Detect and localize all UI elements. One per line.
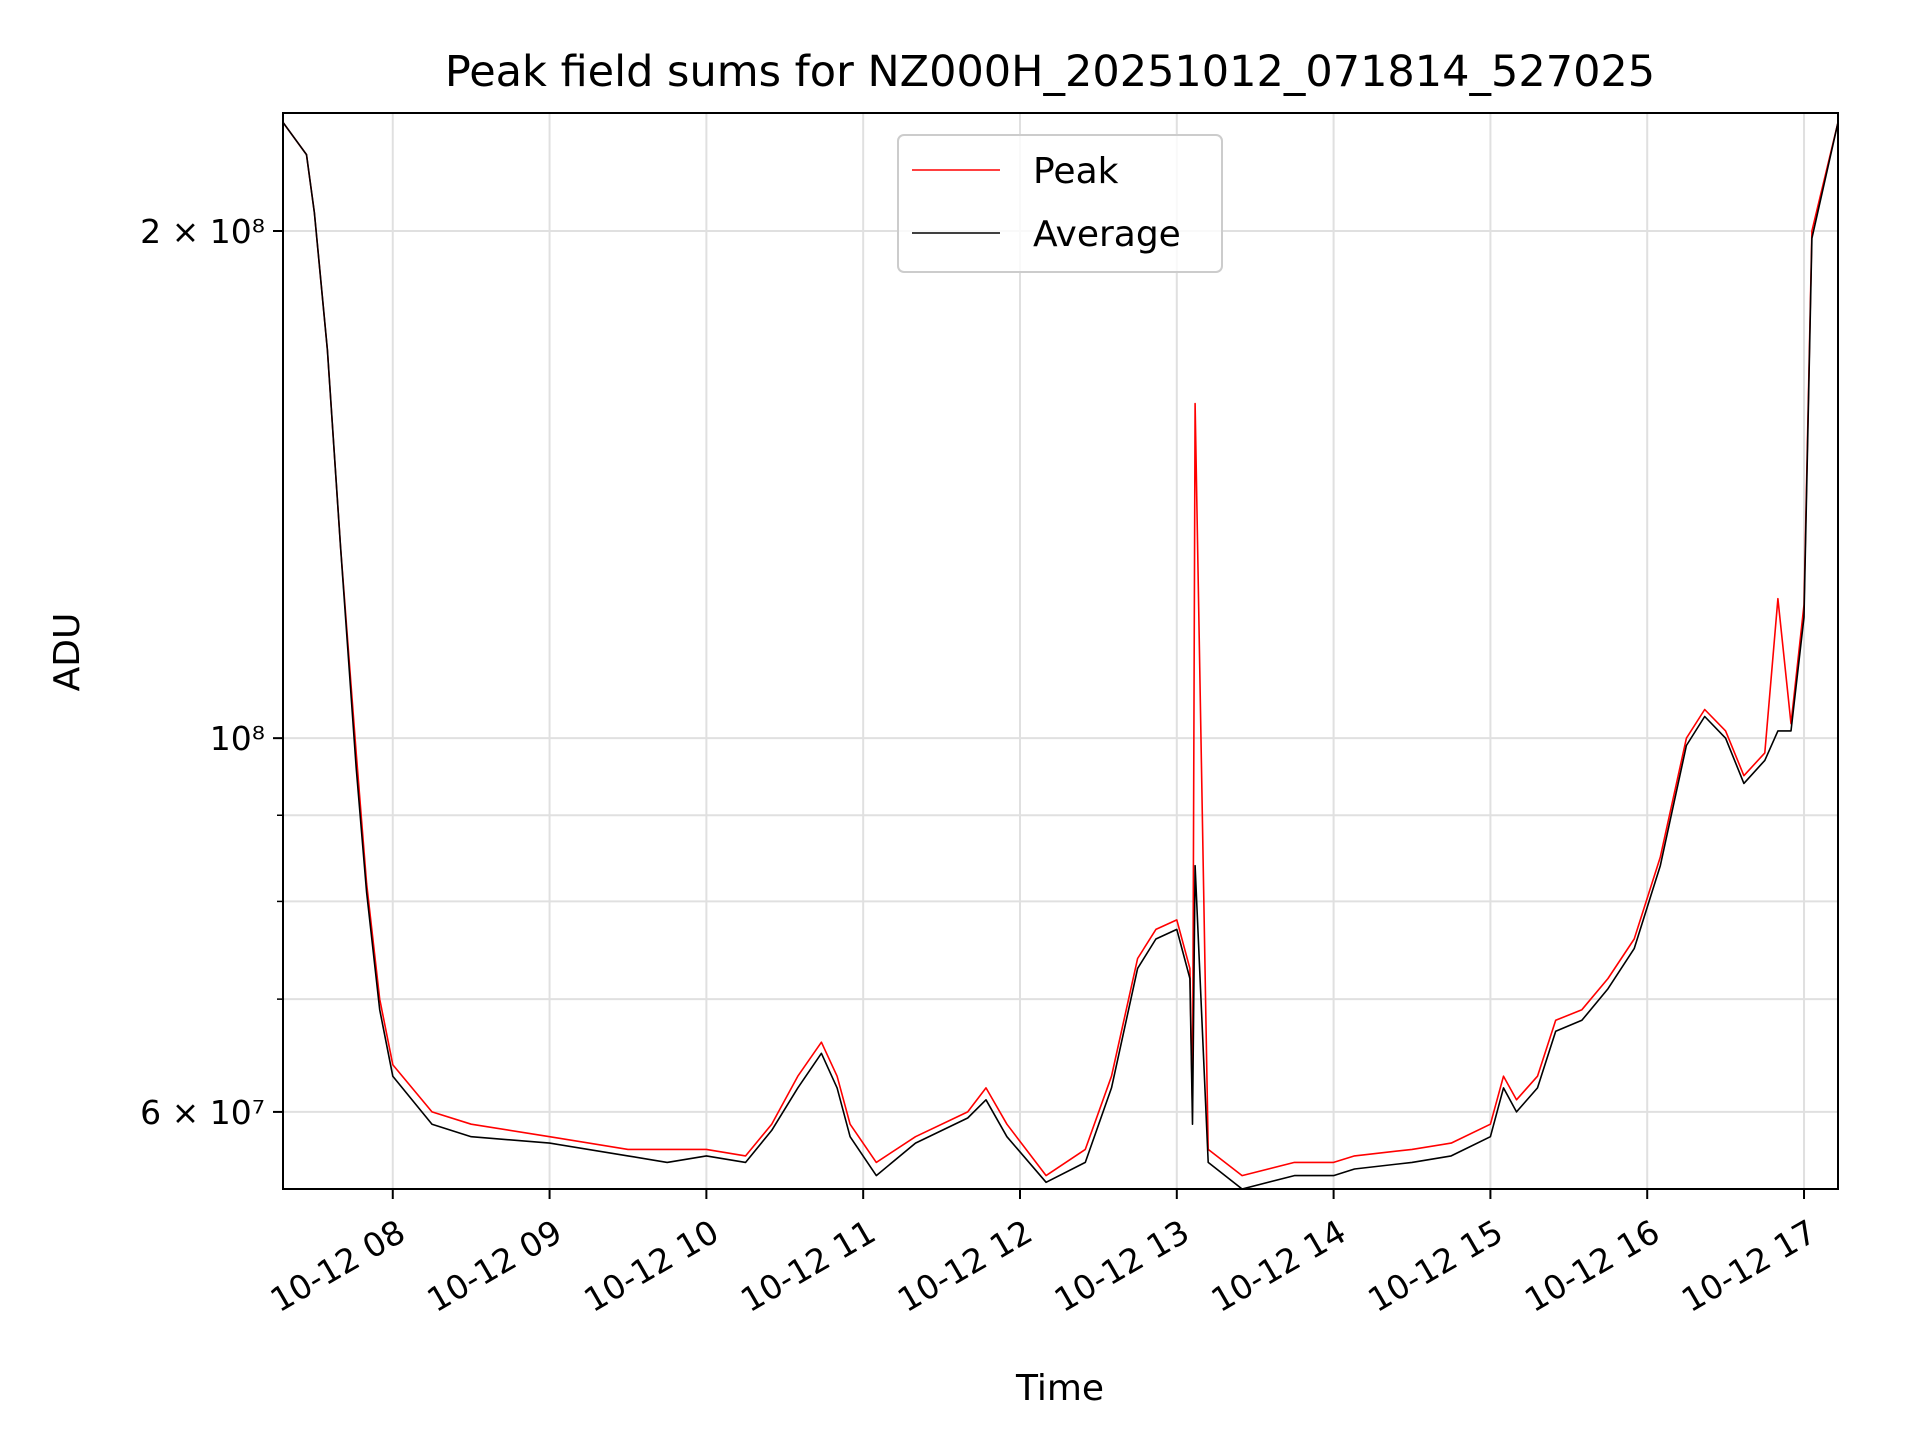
- series-line-average: [283, 121, 1838, 1189]
- legend: Peak Average: [897, 134, 1223, 273]
- y-axis: 6 × 10⁷ 10⁸ 2 × 10⁸: [140, 212, 283, 1132]
- x-axis: 10-12 08 10-12 09 10-12 10 10-12 11 10-12 12…: [264, 1189, 1823, 1320]
- plot-area-frame: [282, 112, 1839, 1190]
- y-tick-label: 2 × 10⁸: [140, 212, 265, 251]
- x-tick-label: 10-12 11: [734, 1212, 882, 1320]
- x-tick-label: 10-12 12: [891, 1212, 1039, 1320]
- x-tick-label: 10-12 08: [264, 1212, 412, 1320]
- grid-lines: [283, 113, 1838, 1189]
- x-tick-label: 10-12 17: [1675, 1212, 1823, 1320]
- y-tick-label: 10⁸: [210, 719, 265, 758]
- x-tick-label: 10-12 09: [420, 1212, 568, 1320]
- series-layer: [283, 121, 1838, 1189]
- x-tick-label: 10-12 15: [1361, 1212, 1509, 1320]
- legend-label-peak: Peak: [1033, 151, 1119, 192]
- x-tick-label: 10-12 13: [1048, 1212, 1196, 1320]
- legend-label-average: Average: [1033, 214, 1181, 255]
- series-line-peak: [283, 121, 1838, 1177]
- chart-title: Peak field sums for NZ000H_20251012_0718…: [445, 47, 1655, 97]
- y-tick-label: 6 × 10⁷: [140, 1093, 265, 1132]
- x-axis-title: Time: [1015, 1368, 1104, 1409]
- y-axis-title: ADU: [47, 613, 88, 692]
- x-tick-label: 10-12 16: [1518, 1212, 1666, 1320]
- x-tick-label: 10-12 10: [577, 1212, 725, 1320]
- x-tick-label: 10-12 14: [1204, 1212, 1352, 1320]
